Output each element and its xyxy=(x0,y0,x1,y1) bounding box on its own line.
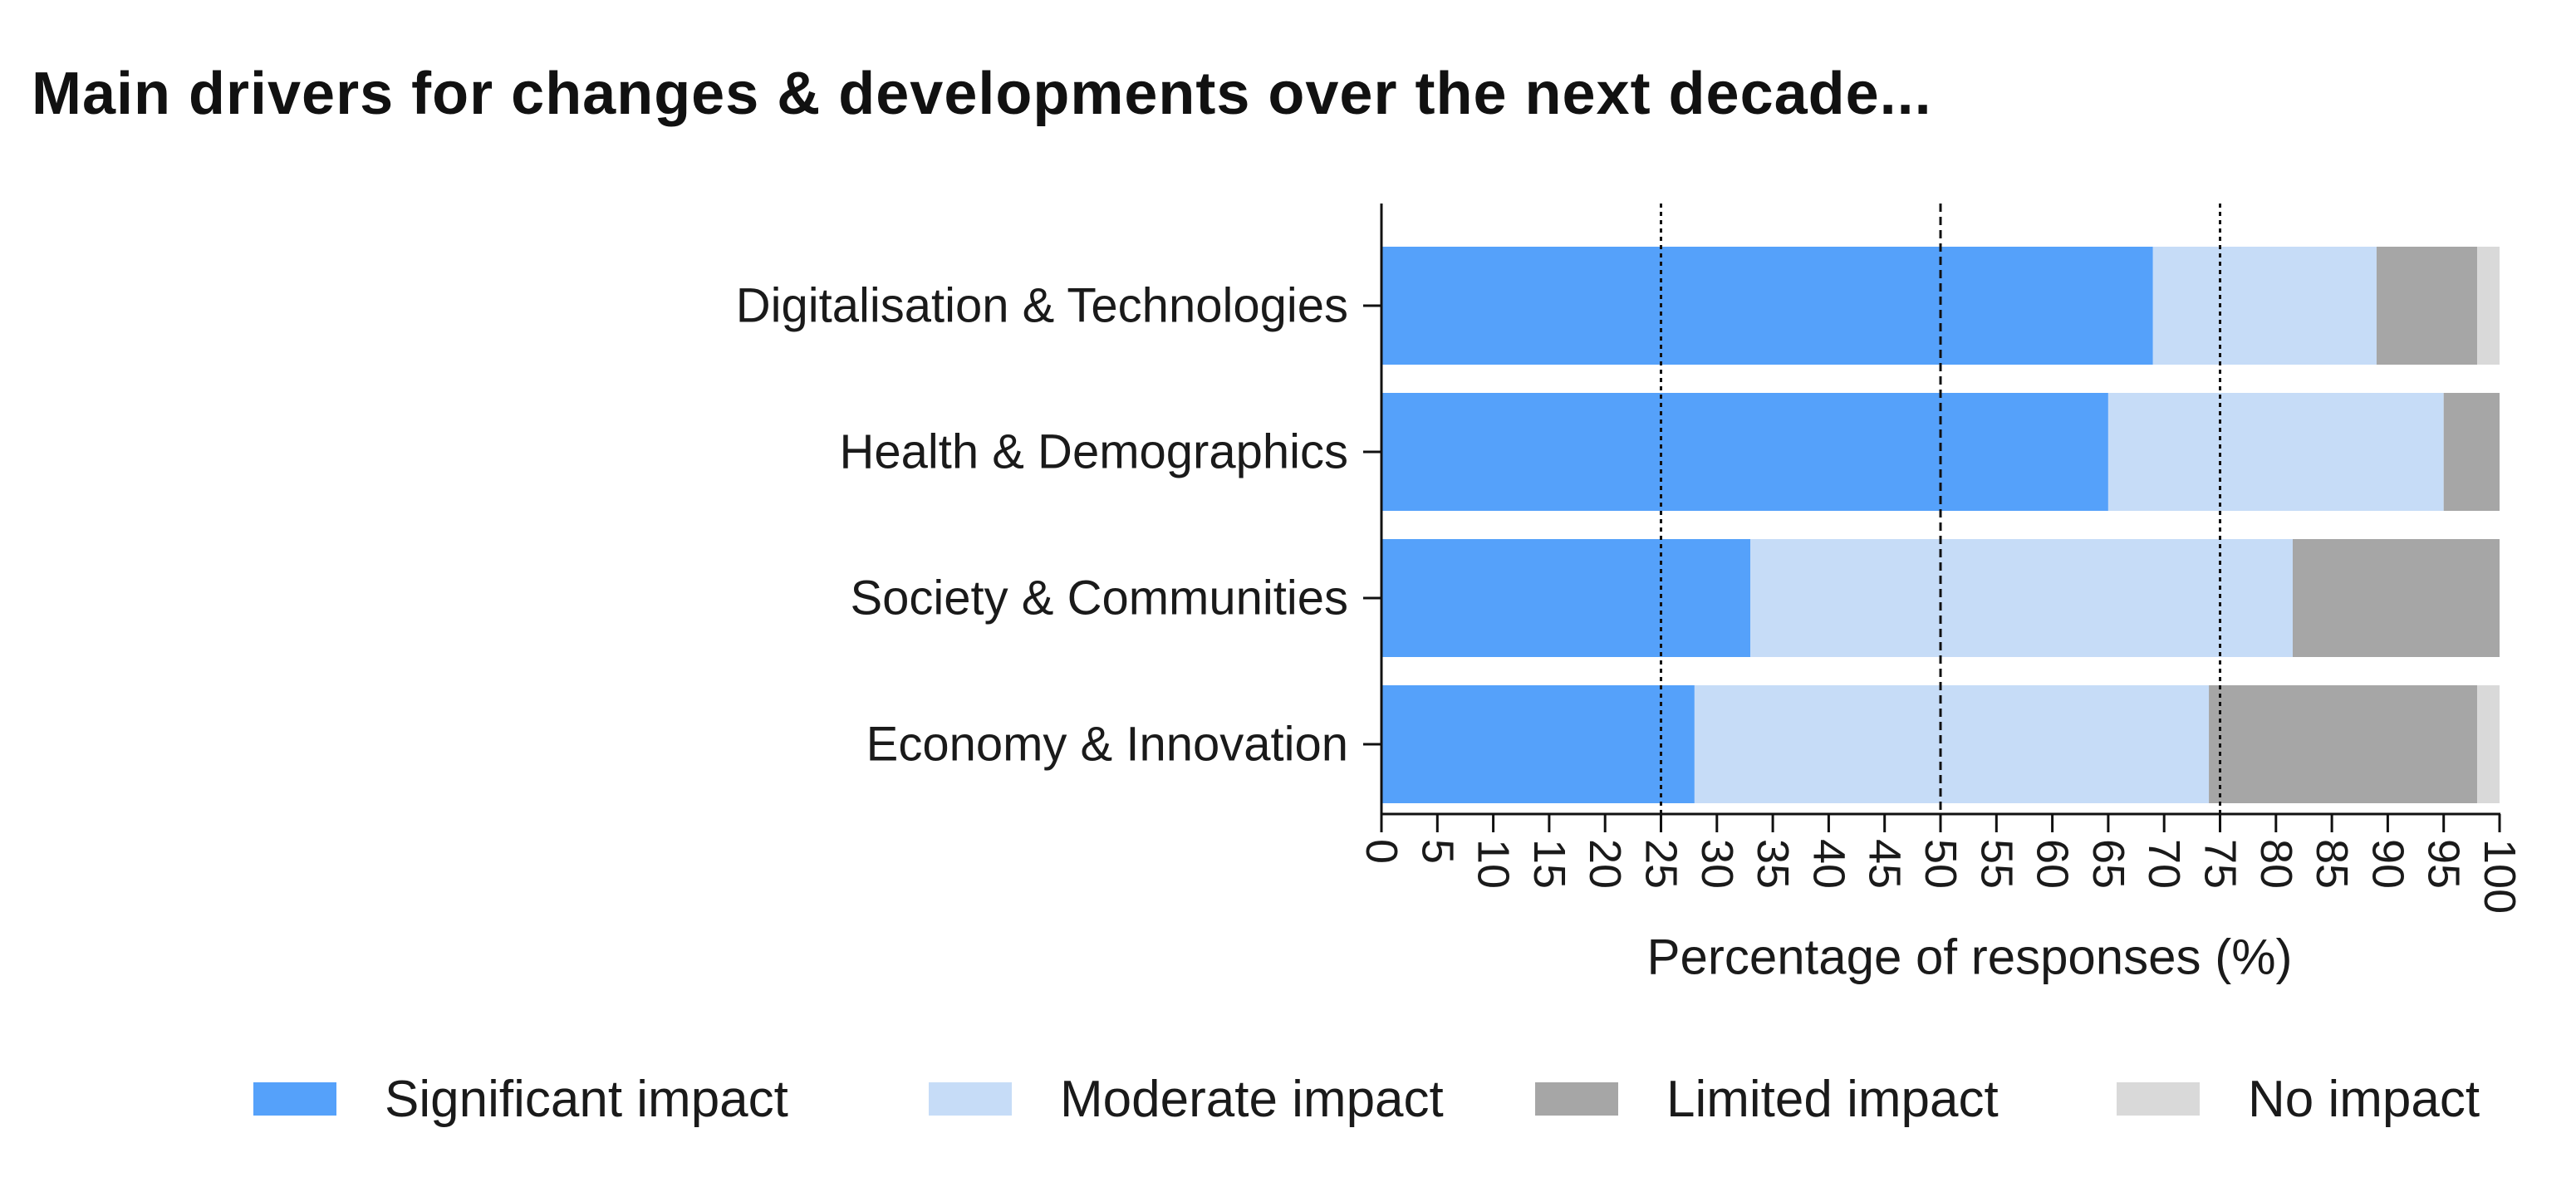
legend-item-significant-impact: Significant impact xyxy=(253,1062,788,1136)
legend-item-limited-impact: Limited impact xyxy=(1535,1062,1999,1136)
x-tick-label: 25 xyxy=(1636,839,1686,889)
x-tick-label: 95 xyxy=(2419,839,2469,889)
bar-segment-limited-impact-3 xyxy=(2292,539,2500,657)
category-label: Health & Demographics xyxy=(839,425,1348,479)
legend: Significant impact Moderate impact Limited… xyxy=(0,1062,2576,1136)
category-label: Society & Communities xyxy=(850,571,1348,625)
legend-swatch xyxy=(253,1082,336,1116)
bar-segment-limited-impact-2 xyxy=(2443,393,2500,511)
bar-segment-moderate-impact-2 xyxy=(2107,393,2444,511)
legend-label: Moderate impact xyxy=(1060,1070,1444,1128)
x-tick-label: 45 xyxy=(1860,839,1910,889)
legend-label: No impact xyxy=(2248,1070,2480,1128)
bar-segment-significant-impact-2 xyxy=(1381,393,2108,511)
legend-swatch xyxy=(929,1082,1012,1116)
bar-segment-significant-impact-1 xyxy=(1381,247,2153,365)
bar-segment-no-impact-1 xyxy=(2477,247,2500,365)
x-tick-label: 65 xyxy=(2083,839,2133,889)
bar-segment-moderate-impact-4 xyxy=(1694,685,2210,803)
x-tick-label: 5 xyxy=(1412,839,1462,864)
category-label: Digitalisation & Technologies xyxy=(736,279,1348,333)
x-tick-label: 30 xyxy=(1692,839,1742,889)
x-tick-label: 20 xyxy=(1580,839,1630,889)
legend-label: Significant impact xyxy=(385,1070,788,1128)
x-tick-label: 75 xyxy=(2196,839,2245,889)
legend-item-no-impact: No impact xyxy=(2117,1062,2480,1136)
category-label: Economy & Innovation xyxy=(866,718,1348,772)
bar-segment-limited-impact-1 xyxy=(2376,247,2478,365)
x-tick-label: 80 xyxy=(2251,839,2301,889)
legend-item-moderate-impact: Moderate impact xyxy=(929,1062,1444,1136)
x-tick-label: 70 xyxy=(2139,839,2189,889)
bar-segment-significant-impact-3 xyxy=(1381,539,1751,657)
x-tick-label: 85 xyxy=(2307,839,2357,889)
x-tick-label: 60 xyxy=(2028,839,2078,889)
legend-label: Limited impact xyxy=(1666,1070,1999,1128)
x-tick-label: 0 xyxy=(1357,839,1406,864)
x-tick-label: 50 xyxy=(1916,839,1965,889)
bar-segment-moderate-impact-1 xyxy=(2152,247,2377,365)
bar-segment-moderate-impact-3 xyxy=(1750,539,2293,657)
bar-segment-no-impact-4 xyxy=(2477,685,2500,803)
bar-segment-significant-impact-4 xyxy=(1381,685,1695,803)
x-tick-label: 100 xyxy=(2475,839,2524,914)
reference-lines-layer xyxy=(1660,204,2221,814)
axes-layer xyxy=(1363,204,2501,832)
x-tick-label: 15 xyxy=(1524,839,1574,889)
chart-title: Main drivers for changes & developments … xyxy=(32,61,1932,127)
x-tick-label: 10 xyxy=(1469,839,1519,889)
x-tick-label: 55 xyxy=(1971,839,2021,889)
bar-segment-limited-impact-4 xyxy=(2209,685,2478,803)
x-tick-label: 35 xyxy=(1748,839,1798,889)
x-tick-label: 90 xyxy=(2363,839,2412,889)
x-tick-label: 40 xyxy=(1803,839,1853,889)
bars-layer xyxy=(1381,247,2500,803)
x-axis-title: Percentage of responses (%) xyxy=(1646,929,2292,985)
legend-swatch xyxy=(1535,1082,1618,1116)
legend-swatch xyxy=(2117,1082,2200,1116)
labels-layer: Digitalisation & Technologies Health & De… xyxy=(736,279,2524,985)
